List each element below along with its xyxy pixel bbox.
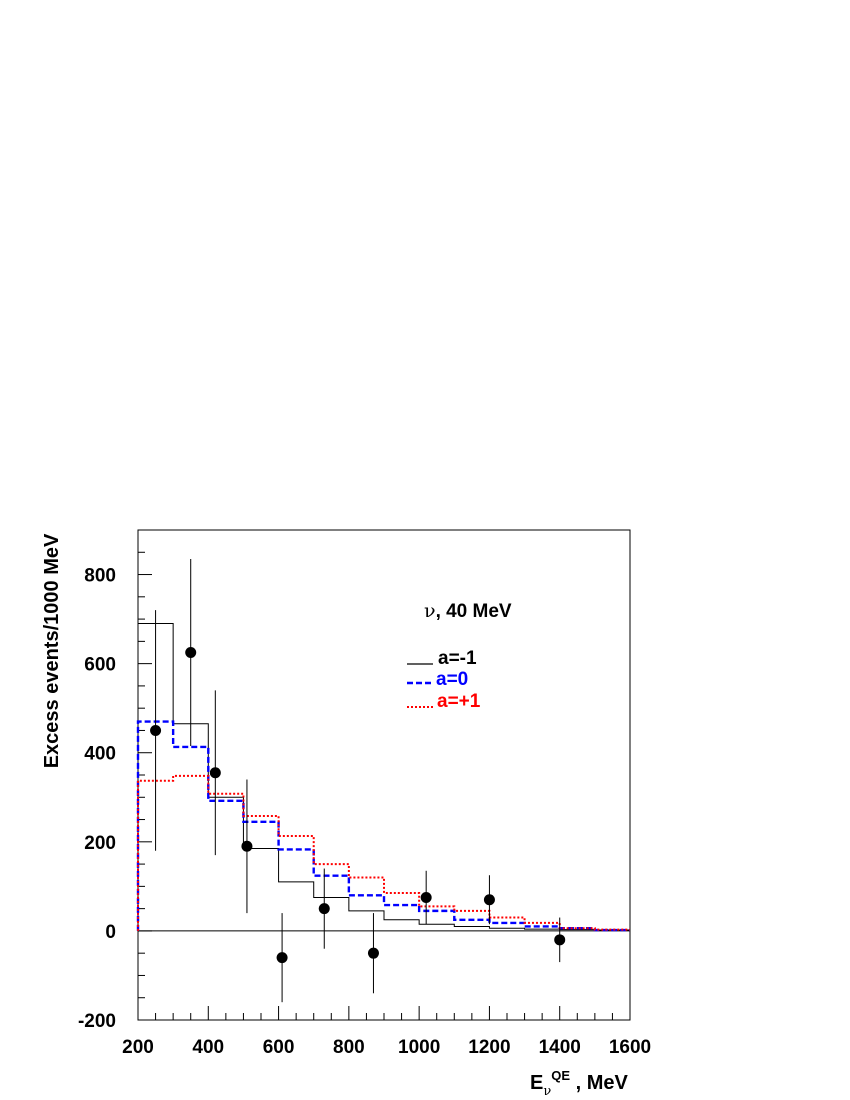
y-tick-label: 0 <box>105 922 116 943</box>
data-marker <box>483 894 495 906</box>
x-axis-title: EνQE , MeV <box>530 1068 629 1099</box>
data-marker <box>241 840 253 852</box>
y-tick-label: 400 <box>84 744 116 765</box>
data-point <box>483 875 495 925</box>
y-tick-label: -200 <box>78 1011 116 1032</box>
data-point <box>150 610 162 851</box>
data-marker <box>150 724 162 736</box>
legend: a=-1 a=0 a=+1 <box>407 648 481 712</box>
tick-labels: 200 400 600 800 1000 1200 1400 1600 -200 0 200 400 6… <box>78 566 651 1058</box>
x-tick-label: 1000 <box>398 1037 440 1058</box>
x-tick-label: 1600 <box>609 1037 651 1058</box>
data-marker <box>318 903 330 915</box>
data-point <box>420 870 432 925</box>
x-tick-label: 600 <box>263 1037 295 1058</box>
x-tick-label: 1200 <box>468 1037 510 1058</box>
data-point <box>185 558 197 747</box>
data-point <box>241 779 253 914</box>
series-histogram-1 <box>136 720 630 932</box>
data-point <box>318 868 330 949</box>
data-point <box>367 913 379 994</box>
x-tick-label: 800 <box>333 1037 365 1058</box>
series-histogram-2 <box>137 774 630 931</box>
y-tick-label: 600 <box>84 655 116 676</box>
legend-label-a-0: a=0 <box>436 669 468 690</box>
data-marker <box>209 767 221 779</box>
data-marker <box>420 892 432 903</box>
series-histogram-0 <box>137 623 630 931</box>
x-tick-label: 400 <box>192 1037 224 1058</box>
annotation: ν, 40 MeV <box>424 600 512 622</box>
x-tick-label: 1400 <box>539 1037 581 1058</box>
axis-ticks <box>137 529 631 1021</box>
data-point <box>209 690 221 856</box>
legend-label-a-minus-1: a=-1 <box>438 648 477 669</box>
x-tick-label: 200 <box>122 1037 154 1058</box>
legend-label-a-plus-1: a=+1 <box>437 691 481 712</box>
y-tick-label: 200 <box>84 833 116 854</box>
data-marker <box>367 947 379 959</box>
data-marker <box>276 952 288 964</box>
series-layer <box>136 623 630 932</box>
data-point <box>554 917 566 963</box>
data-marker <box>554 934 566 946</box>
y-tick-label: 800 <box>84 566 116 587</box>
y-axis-title: Excess events/1000 MeV <box>41 533 63 768</box>
data-marker <box>185 647 197 658</box>
data-points <box>150 558 566 1003</box>
data-point <box>276 913 288 1003</box>
